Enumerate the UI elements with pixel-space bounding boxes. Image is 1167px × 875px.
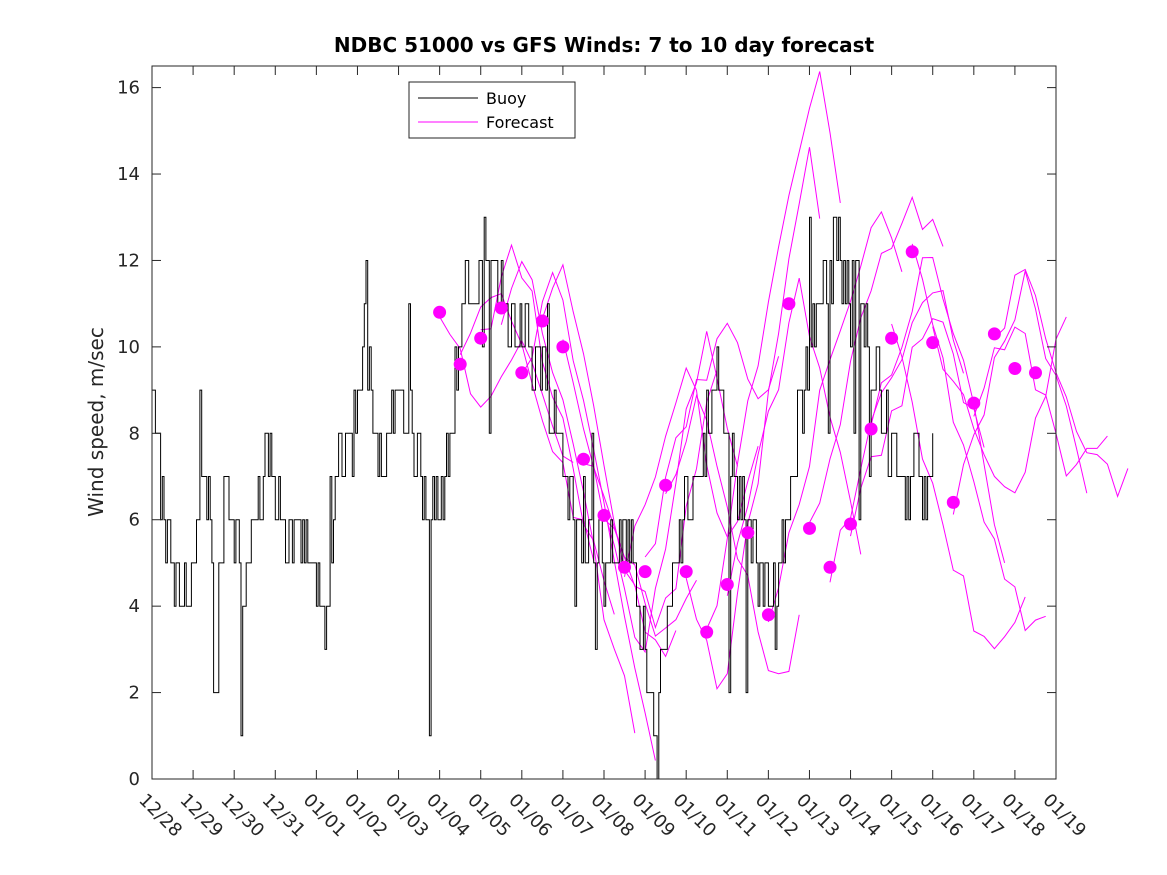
y-tick-label: 10 bbox=[117, 337, 140, 358]
y-tick-label: 12 bbox=[117, 250, 140, 271]
forecast-marker bbox=[885, 331, 899, 345]
forecast-marker bbox=[597, 508, 611, 522]
forecast-line bbox=[952, 270, 1088, 515]
y-axis: 0 2 4 6 8 10 12 14 16 bbox=[117, 78, 1056, 790]
forecast-line bbox=[911, 243, 1046, 632]
y-tick-label: 0 bbox=[129, 769, 140, 790]
forecast-marker bbox=[515, 366, 529, 380]
forecast-line bbox=[665, 393, 800, 675]
y-tick-label: 2 bbox=[129, 683, 140, 704]
forecast-line bbox=[624, 366, 759, 577]
y-tick-label: 16 bbox=[117, 78, 140, 99]
forecast-marker bbox=[659, 478, 673, 492]
y-axis-label: Wind speed, m/sec bbox=[84, 327, 108, 517]
forecast-marker bbox=[577, 452, 590, 466]
forecast-marker bbox=[1008, 362, 1022, 375]
forecast-line bbox=[439, 316, 574, 463]
forecast-marker bbox=[618, 560, 631, 574]
forecast-marker bbox=[556, 340, 570, 354]
forecast-line bbox=[809, 195, 944, 523]
forecast-line bbox=[685, 147, 821, 691]
y-tick-label: 6 bbox=[129, 510, 140, 531]
forecast-line bbox=[644, 322, 780, 558]
forecast-marker bbox=[926, 336, 940, 350]
forecast-marker bbox=[474, 331, 488, 345]
forecast-marker bbox=[741, 526, 755, 540]
plot-area bbox=[152, 66, 1056, 779]
forecast-marker bbox=[946, 495, 960, 509]
forecast-line bbox=[994, 268, 1129, 498]
forecast-marker bbox=[638, 565, 652, 579]
forecast-marker bbox=[535, 314, 549, 328]
forecast-line bbox=[891, 323, 1026, 650]
forecast-marker bbox=[720, 578, 734, 591]
forecast-marker bbox=[494, 301, 508, 315]
forecast-line bbox=[767, 210, 903, 623]
y-tick-label: 8 bbox=[129, 423, 140, 444]
forecast-marker bbox=[782, 297, 796, 311]
forecast-marker bbox=[987, 327, 1001, 341]
forecast-line bbox=[973, 326, 1108, 477]
forecast-marker bbox=[864, 422, 878, 436]
buoy-series-group bbox=[152, 216, 934, 780]
forecast-marker bbox=[761, 608, 775, 622]
forecast-line bbox=[541, 263, 677, 658]
forecast-line bbox=[500, 260, 636, 734]
forecast-line bbox=[870, 256, 1006, 564]
forecast-marker bbox=[679, 565, 693, 579]
forecast-marker bbox=[433, 305, 447, 319]
forecast-marker bbox=[905, 245, 919, 259]
legend-box bbox=[408, 81, 576, 139]
forecast-marker bbox=[967, 396, 981, 410]
forecast-marker bbox=[844, 517, 857, 531]
chart-title: NDBC 51000 vs GFS Winds: 7 to 10 day for… bbox=[334, 33, 875, 57]
forecast-line bbox=[850, 317, 985, 537]
forecast-marker bbox=[1029, 366, 1042, 380]
legend: Buoy Forecast bbox=[408, 81, 576, 139]
y-tick-label: 14 bbox=[117, 164, 140, 185]
forecast-line bbox=[521, 271, 656, 761]
forecast-line bbox=[932, 316, 1067, 494]
forecast-marker bbox=[700, 625, 714, 639]
forecast-marker bbox=[803, 521, 816, 535]
forecast-line bbox=[603, 331, 738, 654]
legend-buoy-label: Buoy bbox=[486, 89, 526, 108]
forecast-marker-group bbox=[433, 245, 1042, 639]
forecast-marker bbox=[823, 560, 837, 574]
y-tick-label: 4 bbox=[129, 596, 140, 617]
forecast-marker bbox=[453, 357, 467, 371]
legend-forecast-label: Forecast bbox=[486, 113, 554, 132]
buoy-line bbox=[152, 216, 934, 780]
